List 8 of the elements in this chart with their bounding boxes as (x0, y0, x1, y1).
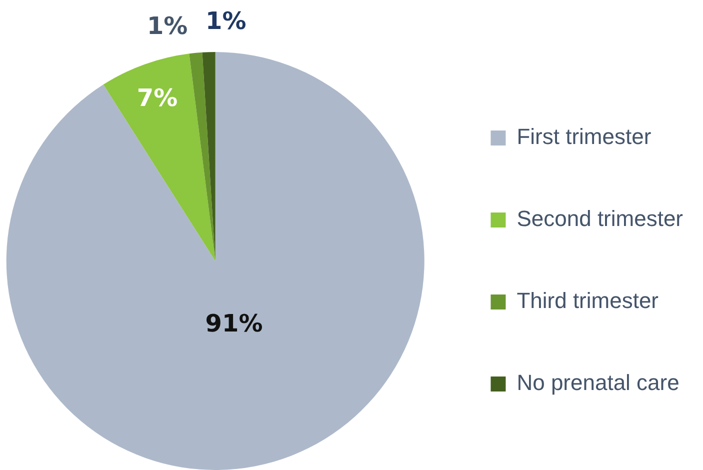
legend-label: No prenatal care (516, 370, 680, 396)
data-label: 91% (205, 309, 263, 338)
legend-label: Third trimester (516, 288, 659, 314)
legend-label: First trimester (516, 124, 652, 150)
data-label: 1% (205, 7, 246, 36)
data-label: 1% (146, 12, 188, 40)
legend-label: Second trimester (516, 206, 684, 232)
data-label: 7% (136, 84, 178, 112)
